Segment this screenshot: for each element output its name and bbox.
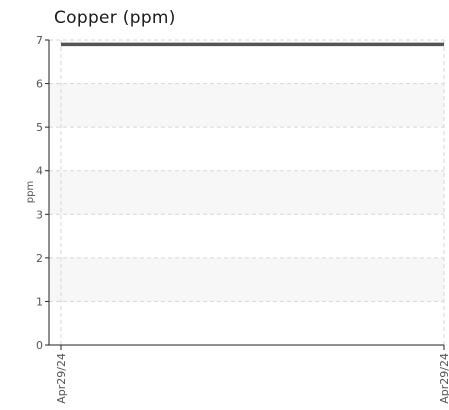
y-tick-label: 2 bbox=[36, 252, 43, 265]
axes bbox=[48, 40, 444, 346]
y-tick-label: 7 bbox=[36, 34, 43, 47]
y-tick-label: 3 bbox=[36, 208, 43, 221]
grid-band bbox=[49, 257, 444, 302]
y-tick-label: 5 bbox=[36, 121, 43, 134]
grid-band bbox=[49, 83, 444, 128]
alternating-bands bbox=[49, 83, 444, 302]
y-tick-label: 6 bbox=[36, 78, 43, 91]
grid-band bbox=[49, 170, 444, 215]
x-tick-label: Apr29/24 bbox=[55, 353, 68, 404]
x-tick-label: Apr29/24 bbox=[438, 353, 449, 404]
grid-lines bbox=[49, 39, 445, 345]
y-ticks: 0 1 2 3 4 5 6 7 bbox=[36, 34, 49, 352]
y-tick-label: 0 bbox=[36, 339, 43, 352]
chart-title: Copper (ppm) bbox=[54, 8, 176, 28]
y-tick-label: 4 bbox=[36, 165, 43, 178]
y-axis-label: ppm bbox=[25, 181, 36, 203]
y-tick-label: 1 bbox=[36, 295, 43, 308]
x-ticks: Apr29/24 Apr29/24 bbox=[55, 345, 449, 404]
